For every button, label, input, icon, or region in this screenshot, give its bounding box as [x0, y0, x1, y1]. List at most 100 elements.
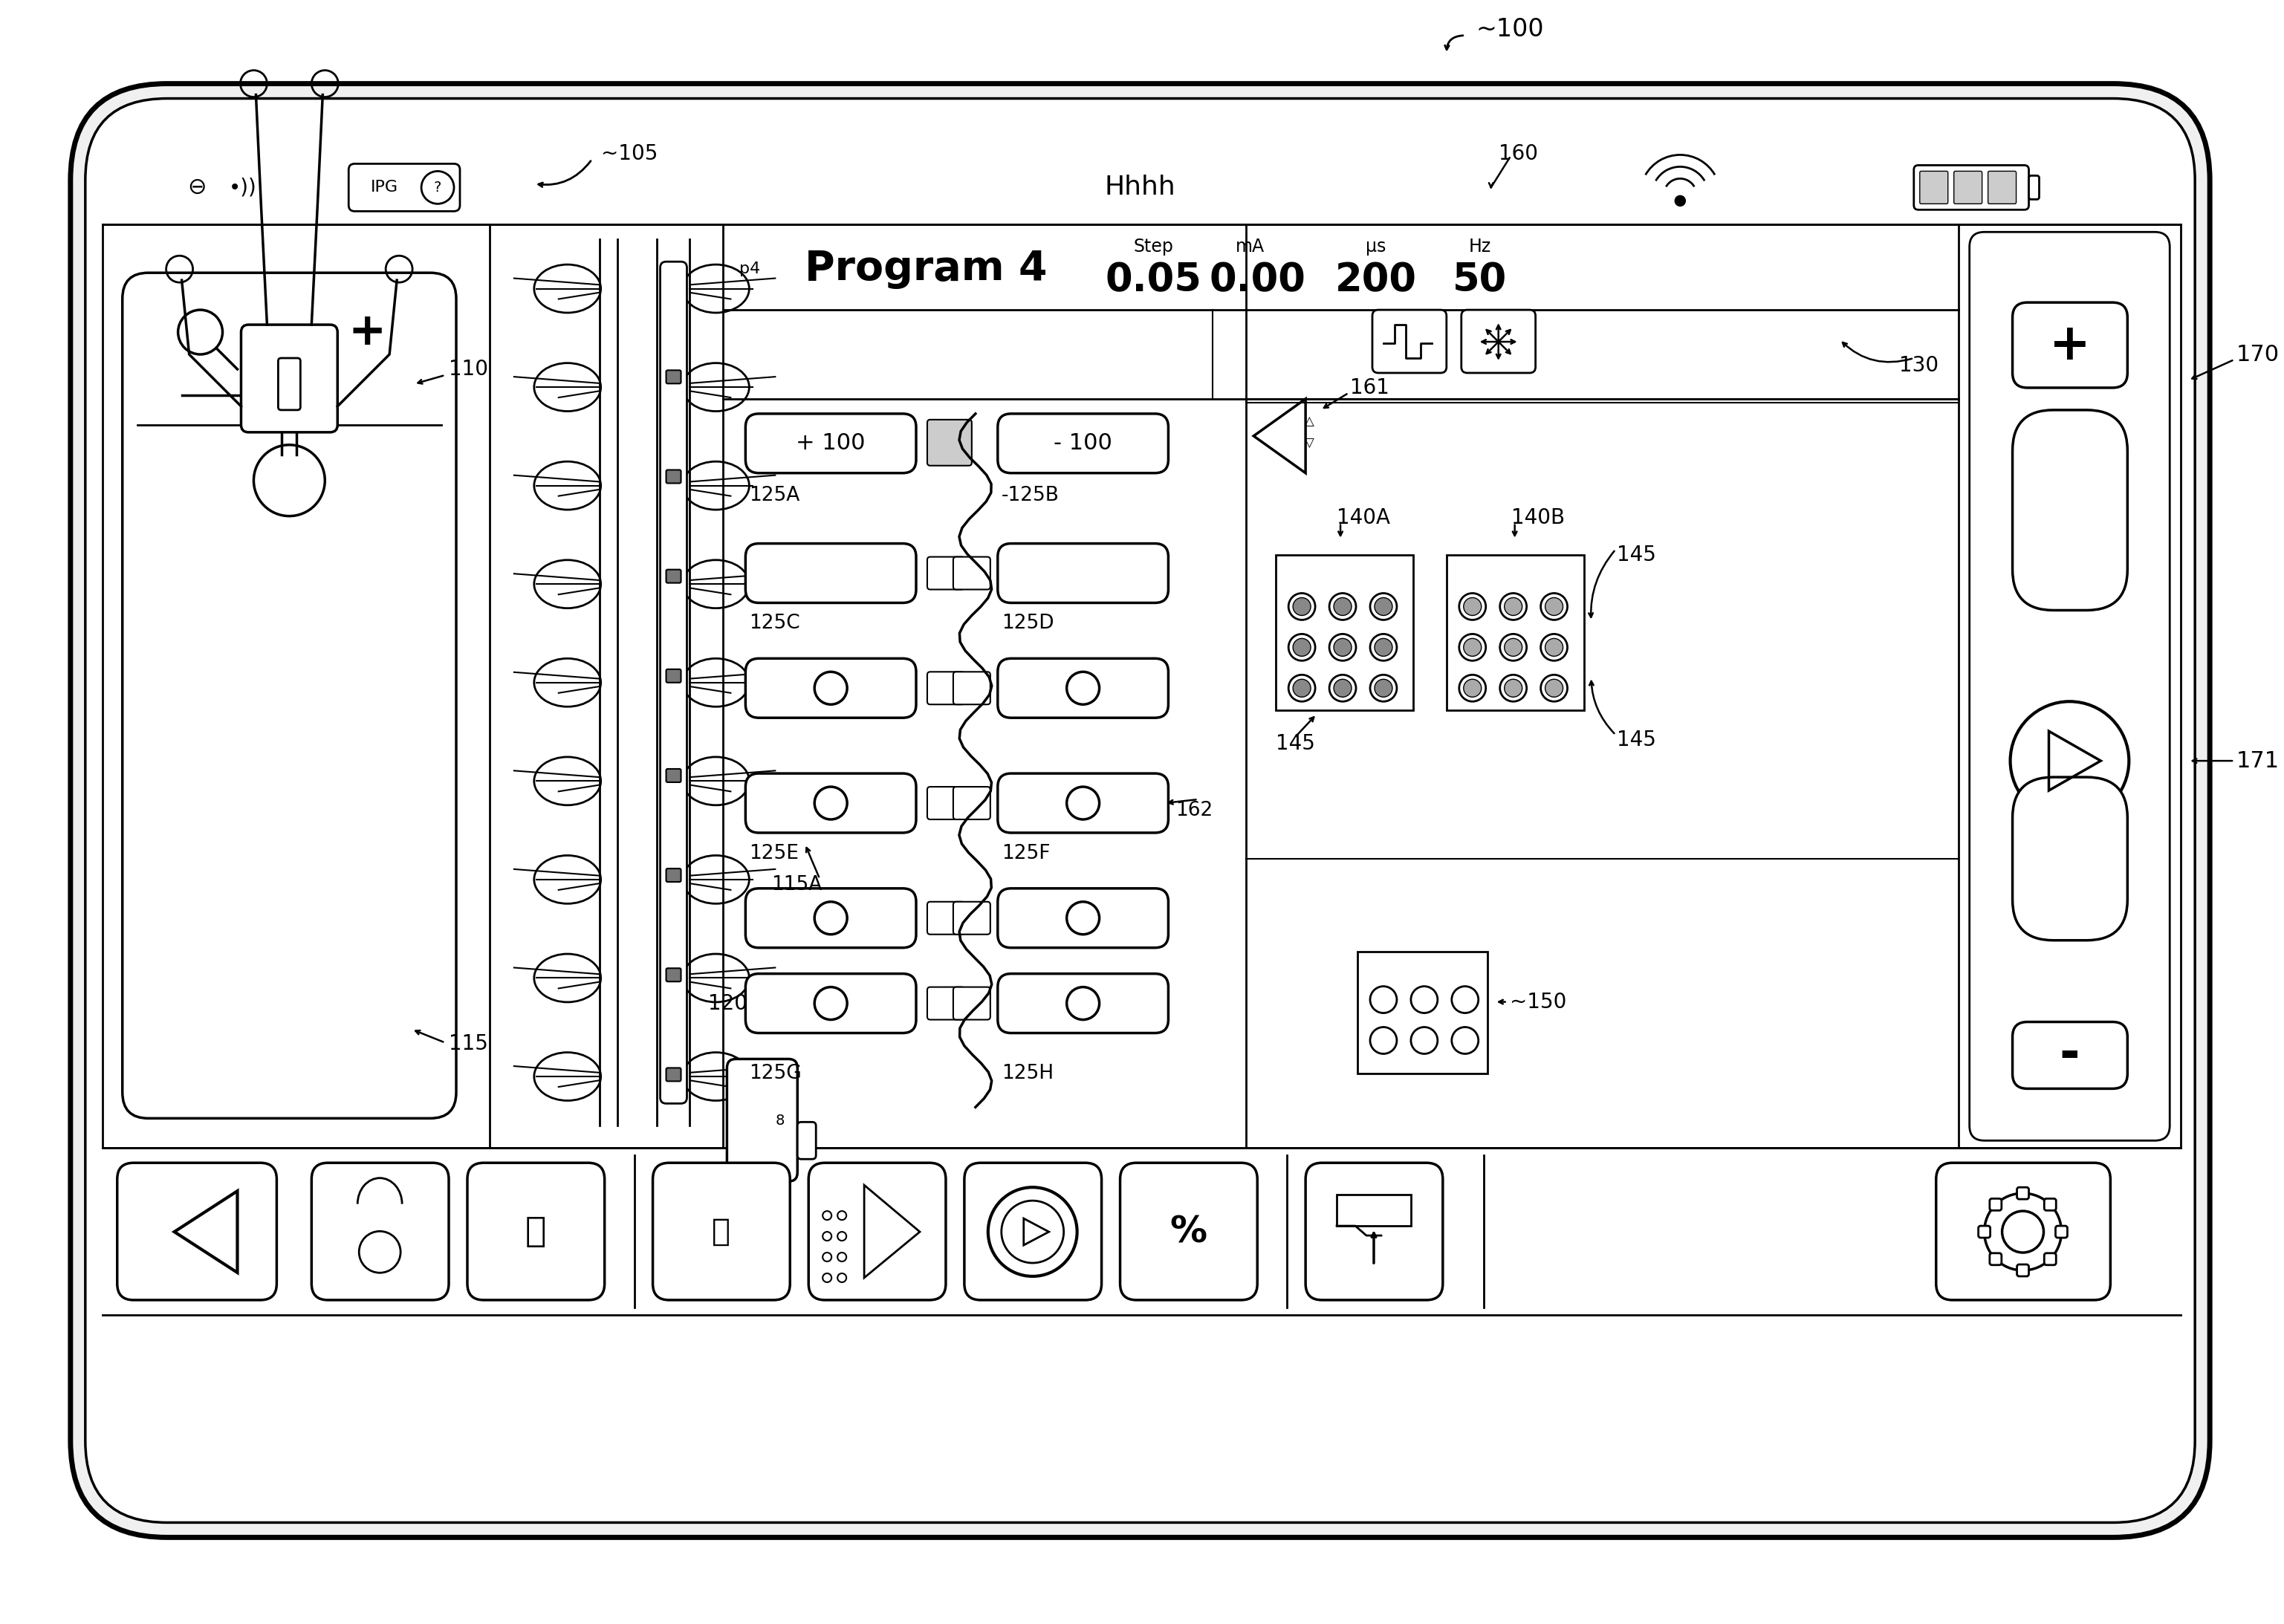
- Circle shape: [1375, 679, 1393, 697]
- FancyBboxPatch shape: [927, 786, 964, 820]
- Text: Program 4: Program 4: [804, 248, 1048, 289]
- FancyBboxPatch shape: [952, 672, 991, 705]
- FancyBboxPatch shape: [1921, 171, 1948, 203]
- FancyBboxPatch shape: [797, 1122, 815, 1160]
- FancyBboxPatch shape: [2012, 409, 2126, 611]
- Circle shape: [1546, 598, 1562, 615]
- Text: ~105: ~105: [601, 143, 658, 164]
- Circle shape: [1293, 598, 1311, 615]
- Text: 110: 110: [448, 359, 489, 380]
- FancyBboxPatch shape: [311, 1163, 448, 1301]
- FancyBboxPatch shape: [2017, 1187, 2028, 1199]
- FancyBboxPatch shape: [745, 658, 916, 718]
- FancyBboxPatch shape: [927, 419, 971, 466]
- FancyBboxPatch shape: [1373, 310, 1446, 374]
- Text: Hhhh: Hhhh: [1105, 175, 1176, 200]
- FancyBboxPatch shape: [2012, 778, 2126, 940]
- Text: 145: 145: [1617, 729, 1656, 750]
- Circle shape: [1293, 679, 1311, 697]
- Circle shape: [1375, 638, 1393, 656]
- FancyBboxPatch shape: [349, 164, 459, 211]
- Circle shape: [1334, 638, 1352, 656]
- Text: Hz: Hz: [1469, 237, 1491, 255]
- Text: 130: 130: [1898, 356, 1939, 375]
- FancyBboxPatch shape: [998, 974, 1169, 1033]
- FancyBboxPatch shape: [1937, 1163, 2110, 1301]
- FancyBboxPatch shape: [745, 773, 916, 833]
- FancyBboxPatch shape: [667, 370, 681, 383]
- Text: 🩺: 🩺: [525, 1215, 546, 1249]
- Text: 125A: 125A: [749, 486, 799, 505]
- FancyBboxPatch shape: [998, 658, 1169, 718]
- FancyBboxPatch shape: [468, 1163, 605, 1301]
- Text: 0.05: 0.05: [1105, 261, 1201, 299]
- Text: •)): •)): [228, 177, 256, 198]
- FancyBboxPatch shape: [667, 869, 681, 882]
- FancyBboxPatch shape: [998, 888, 1169, 948]
- FancyBboxPatch shape: [1969, 232, 2170, 1140]
- Text: 140A: 140A: [1336, 507, 1391, 528]
- Text: 125E: 125E: [749, 844, 799, 864]
- FancyBboxPatch shape: [116, 1163, 276, 1301]
- FancyBboxPatch shape: [1914, 166, 2028, 209]
- Text: 140B: 140B: [1512, 507, 1565, 528]
- Text: ?: ?: [434, 180, 441, 195]
- Circle shape: [1375, 598, 1393, 615]
- FancyBboxPatch shape: [123, 273, 457, 1119]
- Circle shape: [1464, 679, 1482, 697]
- FancyBboxPatch shape: [952, 786, 991, 820]
- Circle shape: [1546, 638, 1562, 656]
- Text: 162: 162: [1176, 801, 1213, 820]
- Text: +: +: [347, 310, 386, 354]
- FancyBboxPatch shape: [667, 1069, 681, 1082]
- Text: 125D: 125D: [1000, 614, 1053, 633]
- Circle shape: [1464, 598, 1482, 615]
- Text: - 100: - 100: [1053, 432, 1112, 455]
- FancyBboxPatch shape: [745, 888, 916, 948]
- FancyBboxPatch shape: [2017, 1265, 2028, 1276]
- FancyBboxPatch shape: [667, 768, 681, 783]
- FancyBboxPatch shape: [998, 414, 1169, 473]
- FancyBboxPatch shape: [745, 974, 916, 1033]
- Text: 115A: 115A: [772, 875, 822, 895]
- FancyBboxPatch shape: [242, 325, 338, 432]
- Text: μs: μs: [1366, 237, 1386, 255]
- Text: +: +: [2049, 322, 2090, 370]
- Text: 200: 200: [1336, 261, 1416, 299]
- FancyBboxPatch shape: [667, 669, 681, 682]
- Text: 120: 120: [708, 992, 747, 1013]
- Text: 115: 115: [448, 1034, 489, 1054]
- Circle shape: [1505, 598, 1521, 615]
- Text: 🧍: 🧍: [713, 1216, 731, 1247]
- FancyBboxPatch shape: [667, 968, 681, 981]
- FancyBboxPatch shape: [998, 773, 1169, 833]
- FancyBboxPatch shape: [2012, 1021, 2126, 1088]
- Text: 160: 160: [1498, 143, 1537, 164]
- Text: Step: Step: [1133, 237, 1174, 255]
- Text: + 100: + 100: [797, 432, 866, 455]
- FancyBboxPatch shape: [1987, 171, 2017, 203]
- FancyBboxPatch shape: [1119, 1163, 1258, 1301]
- FancyBboxPatch shape: [279, 357, 301, 409]
- Text: 125C: 125C: [749, 614, 799, 633]
- Text: 125H: 125H: [1000, 1064, 1053, 1083]
- Text: %: %: [1169, 1215, 1206, 1249]
- Text: △: △: [1304, 414, 1313, 427]
- Bar: [1357, 952, 1487, 1073]
- Text: 125F: 125F: [1000, 844, 1051, 864]
- FancyBboxPatch shape: [653, 1163, 790, 1301]
- FancyBboxPatch shape: [2012, 302, 2126, 388]
- Text: 125G: 125G: [749, 1064, 802, 1083]
- FancyBboxPatch shape: [1989, 1254, 2001, 1265]
- Text: ~150: ~150: [1510, 992, 1567, 1012]
- Text: 145: 145: [1617, 544, 1656, 565]
- Bar: [1446, 555, 1583, 710]
- Text: ▽: ▽: [1304, 437, 1313, 450]
- FancyBboxPatch shape: [927, 901, 964, 934]
- Text: ⊖: ⊖: [187, 177, 206, 198]
- Circle shape: [1334, 598, 1352, 615]
- FancyBboxPatch shape: [1953, 171, 1983, 203]
- FancyBboxPatch shape: [667, 570, 681, 583]
- FancyBboxPatch shape: [952, 901, 991, 934]
- Text: mA: mA: [1236, 237, 1265, 255]
